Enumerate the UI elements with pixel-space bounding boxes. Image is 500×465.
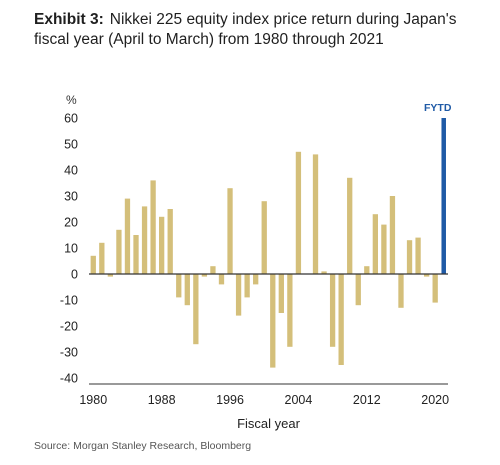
x-tick-label: 2020 (421, 393, 449, 407)
bar (398, 274, 404, 308)
bar (347, 177, 353, 274)
bar (176, 274, 182, 298)
bar (90, 255, 96, 274)
source-note: Source: Morgan Stanley Research, Bloombe… (34, 440, 252, 452)
y-tick-label: -20 (60, 320, 78, 334)
x-tick-label: 1988 (148, 393, 176, 407)
bar (124, 198, 131, 274)
highlight-label: FYTD (424, 102, 452, 114)
chart-title: Exhibit 3: Nikkei 225 equity index price … (34, 10, 474, 50)
bar-highlight (441, 118, 446, 274)
x-tick-label: 1996 (216, 393, 244, 407)
title-prefix: Exhibit 3: (34, 11, 104, 28)
bar (312, 154, 319, 274)
x-tick-label: 2012 (353, 393, 381, 407)
bar (423, 274, 430, 277)
bar (381, 224, 387, 274)
y-tick-label: -30 (60, 346, 78, 360)
y-tick-label: -10 (60, 294, 78, 308)
bar (107, 274, 114, 277)
y-tick-label: 10 (64, 242, 78, 256)
bar (355, 274, 361, 306)
bar (253, 274, 259, 285)
bar (278, 274, 284, 313)
bar (159, 216, 165, 274)
y-tick-label: 40 (64, 164, 78, 178)
bar (244, 274, 250, 298)
y-tick-label: 50 (64, 138, 78, 152)
y-tick-label: 30 (64, 190, 78, 204)
bar (364, 266, 370, 274)
bar (99, 242, 105, 274)
bar (210, 266, 216, 274)
y-tick-label: -40 (60, 372, 78, 386)
bar (287, 274, 293, 347)
bar (415, 237, 421, 274)
bar (218, 274, 225, 285)
bar (321, 271, 327, 274)
bar (227, 188, 233, 274)
y-tick-label: 0 (71, 268, 78, 282)
bar (167, 209, 173, 274)
bar (270, 274, 276, 368)
title-text: Nikkei 225 equity index price return dur… (34, 11, 457, 48)
bar (295, 151, 302, 274)
bar (432, 274, 438, 303)
bar (141, 206, 148, 274)
bar (406, 240, 413, 274)
y-axis-label: % (66, 93, 77, 107)
x-axis-title: Fiscal year (237, 416, 301, 431)
bar (389, 196, 396, 274)
bar (184, 274, 190, 306)
bar (329, 274, 336, 347)
bar (338, 274, 344, 365)
bar (116, 229, 122, 274)
y-tick-label: 60 (64, 112, 78, 126)
x-tick-label: 2004 (285, 393, 313, 407)
y-tick-label: 20 (64, 216, 78, 230)
bar (372, 214, 378, 274)
bar (201, 274, 208, 277)
bar (261, 201, 267, 274)
bar (133, 235, 139, 274)
bar (193, 274, 199, 345)
bar (150, 180, 156, 274)
x-tick-label: 1980 (79, 393, 107, 407)
bar (235, 274, 242, 316)
